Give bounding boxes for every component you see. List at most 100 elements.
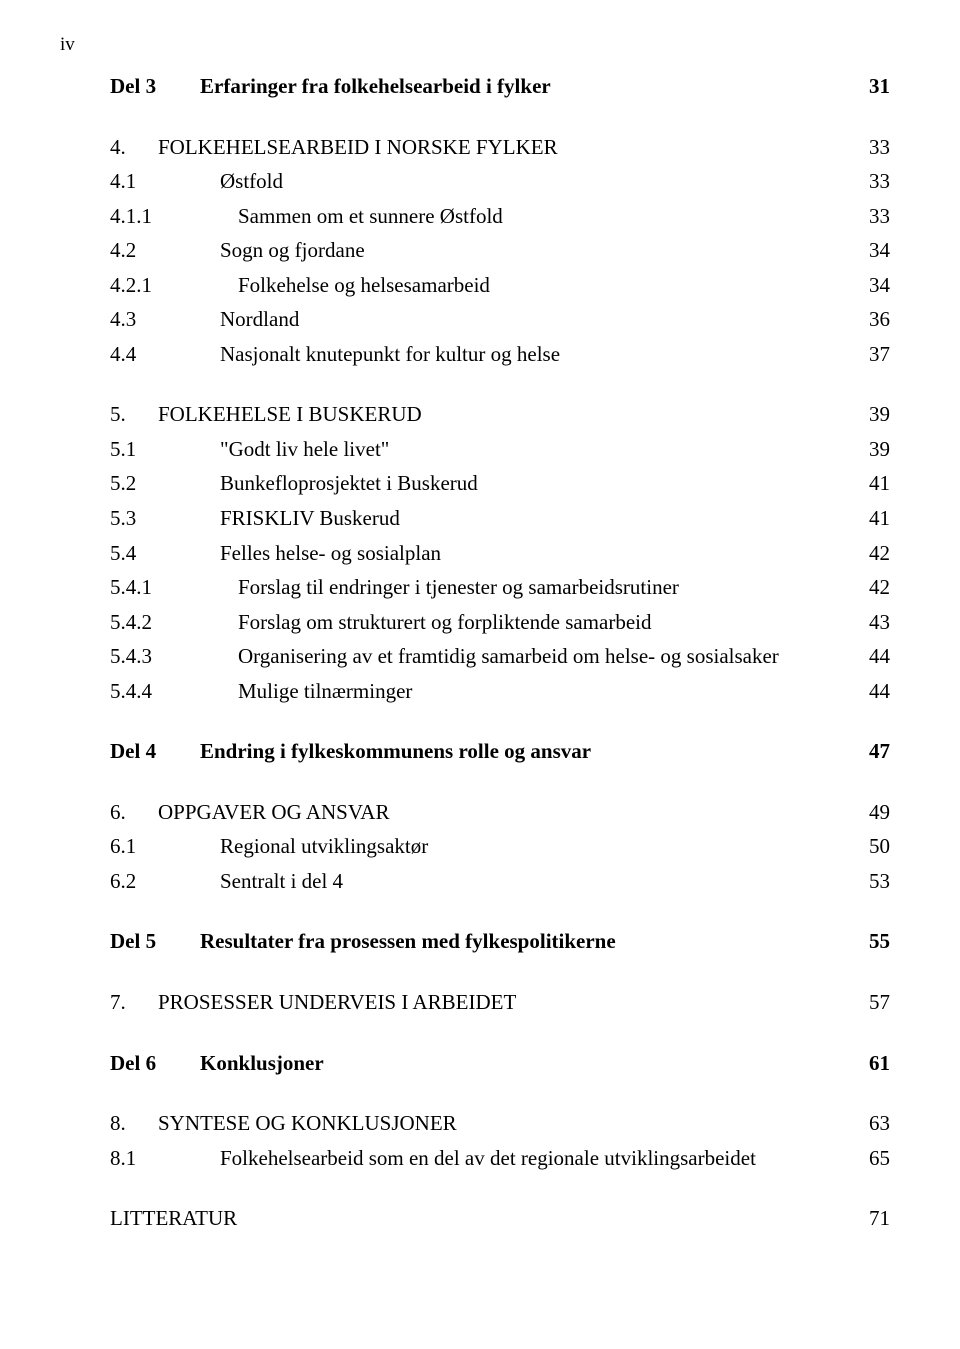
toc-entry-page: 34 <box>850 269 890 302</box>
toc-entry-page: 61 <box>850 1047 890 1080</box>
toc-entry-number: 5.4 <box>110 537 220 570</box>
toc-row: 4.1.1Sammen om et sunnere Østfold33 <box>110 200 890 233</box>
toc-row: 5.4.3Organisering av et framtidig samarb… <box>110 640 890 673</box>
toc-entry-number: 4.1.1 <box>110 200 238 233</box>
toc-entry-page: 53 <box>850 865 890 898</box>
toc-entry-page: 31 <box>850 70 890 103</box>
toc-entry-number: 4. <box>110 131 158 164</box>
toc-entry-number: 5.4.2 <box>110 606 238 639</box>
toc-entry-page: 39 <box>850 433 890 466</box>
toc-literature-row: LITTERATUR 71 <box>110 1202 890 1235</box>
toc-entry-number: 4.2.1 <box>110 269 238 302</box>
toc-entry-page: 39 <box>850 398 890 431</box>
toc-entry-page: 55 <box>850 925 890 958</box>
toc-entry-title: Endring i fylkeskommunens rolle og ansva… <box>200 735 850 768</box>
toc-entry-number: Del 6 <box>110 1047 200 1080</box>
toc-entry-number: 4.2 <box>110 234 220 267</box>
toc-entry-title: Konklusjoner <box>200 1047 850 1080</box>
toc-entry-page: 41 <box>850 502 890 535</box>
table-of-contents: Del 3Erfaringer fra folkehelsearbeid i f… <box>110 70 890 1174</box>
toc-row: 4.2Sogn og fjordane34 <box>110 234 890 267</box>
toc-entry-page: 34 <box>850 234 890 267</box>
toc-entry-number: 5.3 <box>110 502 220 535</box>
toc-entry-title: Resultater fra prosessen med fylkespolit… <box>200 925 850 958</box>
toc-row: 8.SYNTESE OG KONKLUSJONER63 <box>110 1107 890 1140</box>
toc-row: 4.1Østfold33 <box>110 165 890 198</box>
toc-entry-title: FOLKEHELSE I BUSKERUD <box>158 398 850 431</box>
toc-entry-title: Bunkefloprosjektet i Buskerud <box>220 467 850 500</box>
toc-entry-number: 5.4.1 <box>110 571 238 604</box>
toc-entry-title: Forslag om strukturert og forpliktende s… <box>238 606 850 639</box>
toc-row: 5.4.1Forslag til endringer i tjenester o… <box>110 571 890 604</box>
toc-entry-title: Felles helse- og sosialplan <box>220 537 850 570</box>
toc-entry-number: Del 5 <box>110 925 200 958</box>
toc-row: 5.3FRISKLIV Buskerud41 <box>110 502 890 535</box>
toc-entry-title: Organisering av et framtidig samarbeid o… <box>238 640 850 673</box>
toc-row: 4.3Nordland36 <box>110 303 890 336</box>
toc-entry-title: FOLKEHELSEARBEID I NORSKE FYLKER <box>158 131 850 164</box>
toc-entry-number: Del 4 <box>110 735 200 768</box>
toc-entry-number: 8.1 <box>110 1142 220 1175</box>
toc-row: Del 5Resultater fra prosessen med fylkes… <box>110 925 890 958</box>
toc-entry-title: Sammen om et sunnere Østfold <box>238 200 850 233</box>
page-marker: iv <box>60 30 75 59</box>
toc-row: 5.2Bunkefloprosjektet i Buskerud41 <box>110 467 890 500</box>
toc-row: 4.4Nasjonalt knutepunkt for kultur og he… <box>110 338 890 371</box>
toc-row: 6.OPPGAVER OG ANSVAR49 <box>110 796 890 829</box>
toc-entry-page: 42 <box>850 537 890 570</box>
toc-entry-number: 6.1 <box>110 830 220 863</box>
toc-entry-number: 4.4 <box>110 338 220 371</box>
toc-entry-title: SYNTESE OG KONKLUSJONER <box>158 1107 850 1140</box>
toc-entry-title: Østfold <box>220 165 850 198</box>
toc-entry-number: 8. <box>110 1107 158 1140</box>
toc-row: 5.FOLKEHELSE I BUSKERUD39 <box>110 398 890 431</box>
toc-entry-title: "Godt liv hele livet" <box>220 433 850 466</box>
toc-entry-title: Forslag til endringer i tjenester og sam… <box>238 571 850 604</box>
toc-row: 5.4Felles helse- og sosialplan42 <box>110 537 890 570</box>
toc-entry-page: 33 <box>850 131 890 164</box>
toc-entry-page: 41 <box>850 467 890 500</box>
toc-entry-title: Nordland <box>220 303 850 336</box>
toc-entry-title: Folkehelse og helsesamarbeid <box>238 269 850 302</box>
toc-entry-page: 36 <box>850 303 890 336</box>
toc-row: 5.1"Godt liv hele livet"39 <box>110 433 890 466</box>
toc-row: 8.1Folkehelsearbeid som en del av det re… <box>110 1142 890 1175</box>
toc-entry-number: 5.4.3 <box>110 640 238 673</box>
toc-entry-title: Sentralt i del 4 <box>220 865 850 898</box>
toc-entry-page: 43 <box>850 606 890 639</box>
toc-row: 6.1Regional utviklingsaktør50 <box>110 830 890 863</box>
toc-entry-page: 33 <box>850 200 890 233</box>
toc-entry-number: 4.1 <box>110 165 220 198</box>
toc-row: 6.2Sentralt i del 453 <box>110 865 890 898</box>
toc-entry-title: Regional utviklingsaktør <box>220 830 850 863</box>
toc-entry-title: Folkehelsearbeid som en del av det regio… <box>220 1142 850 1175</box>
toc-entry-page: 65 <box>850 1142 890 1175</box>
toc-entry-number: 7. <box>110 986 158 1019</box>
toc-entry-page: 42 <box>850 571 890 604</box>
toc-entry-title: Nasjonalt knutepunkt for kultur og helse <box>220 338 850 371</box>
toc-row: Del 3Erfaringer fra folkehelsearbeid i f… <box>110 70 890 103</box>
toc-entry-number: 5.2 <box>110 467 220 500</box>
toc-row: 5.4.2Forslag om strukturert og forplikte… <box>110 606 890 639</box>
toc-row: Del 6Konklusjoner61 <box>110 1047 890 1080</box>
toc-entry-title: PROSESSER UNDERVEIS I ARBEIDET <box>158 986 850 1019</box>
toc-entry-title: Sogn og fjordane <box>220 234 850 267</box>
toc-entry-page: 47 <box>850 735 890 768</box>
toc-entry-title: Erfaringer fra folkehelsearbeid i fylker <box>200 70 850 103</box>
toc-literature-label: LITTERATUR <box>110 1202 850 1235</box>
toc-row: 4.FOLKEHELSEARBEID I NORSKE FYLKER33 <box>110 131 890 164</box>
toc-row: Del 4Endring i fylkeskommunens rolle og … <box>110 735 890 768</box>
toc-row: 7.PROSESSER UNDERVEIS I ARBEIDET57 <box>110 986 890 1019</box>
toc-entry-page: 63 <box>850 1107 890 1140</box>
toc-entry-number: 5. <box>110 398 158 431</box>
toc-entry-page: 37 <box>850 338 890 371</box>
toc-entry-page: 57 <box>850 986 890 1019</box>
toc-literature-page: 71 <box>850 1202 890 1235</box>
toc-entry-page: 50 <box>850 830 890 863</box>
toc-entry-number: 6. <box>110 796 158 829</box>
toc-entry-page: 44 <box>850 640 890 673</box>
toc-row: 4.2.1Folkehelse og helsesamarbeid34 <box>110 269 890 302</box>
toc-entry-page: 33 <box>850 165 890 198</box>
toc-row: 5.4.4Mulige tilnærminger44 <box>110 675 890 708</box>
toc-entry-number: 4.3 <box>110 303 220 336</box>
